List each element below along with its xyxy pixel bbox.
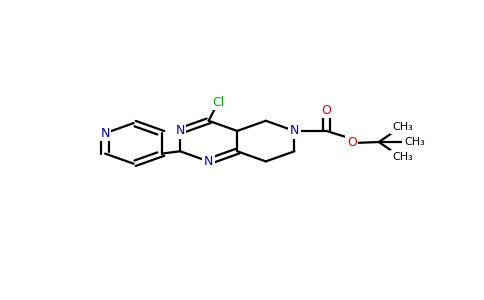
Text: N: N (204, 155, 213, 168)
Text: N: N (100, 127, 110, 140)
Text: O: O (347, 136, 357, 149)
Text: O: O (321, 104, 331, 117)
Text: CH₃: CH₃ (392, 152, 413, 162)
Text: N: N (290, 124, 299, 137)
Text: N: N (175, 124, 185, 137)
Text: CH₃: CH₃ (392, 122, 413, 132)
Text: CH₃: CH₃ (404, 137, 425, 147)
Text: Cl: Cl (212, 96, 224, 109)
